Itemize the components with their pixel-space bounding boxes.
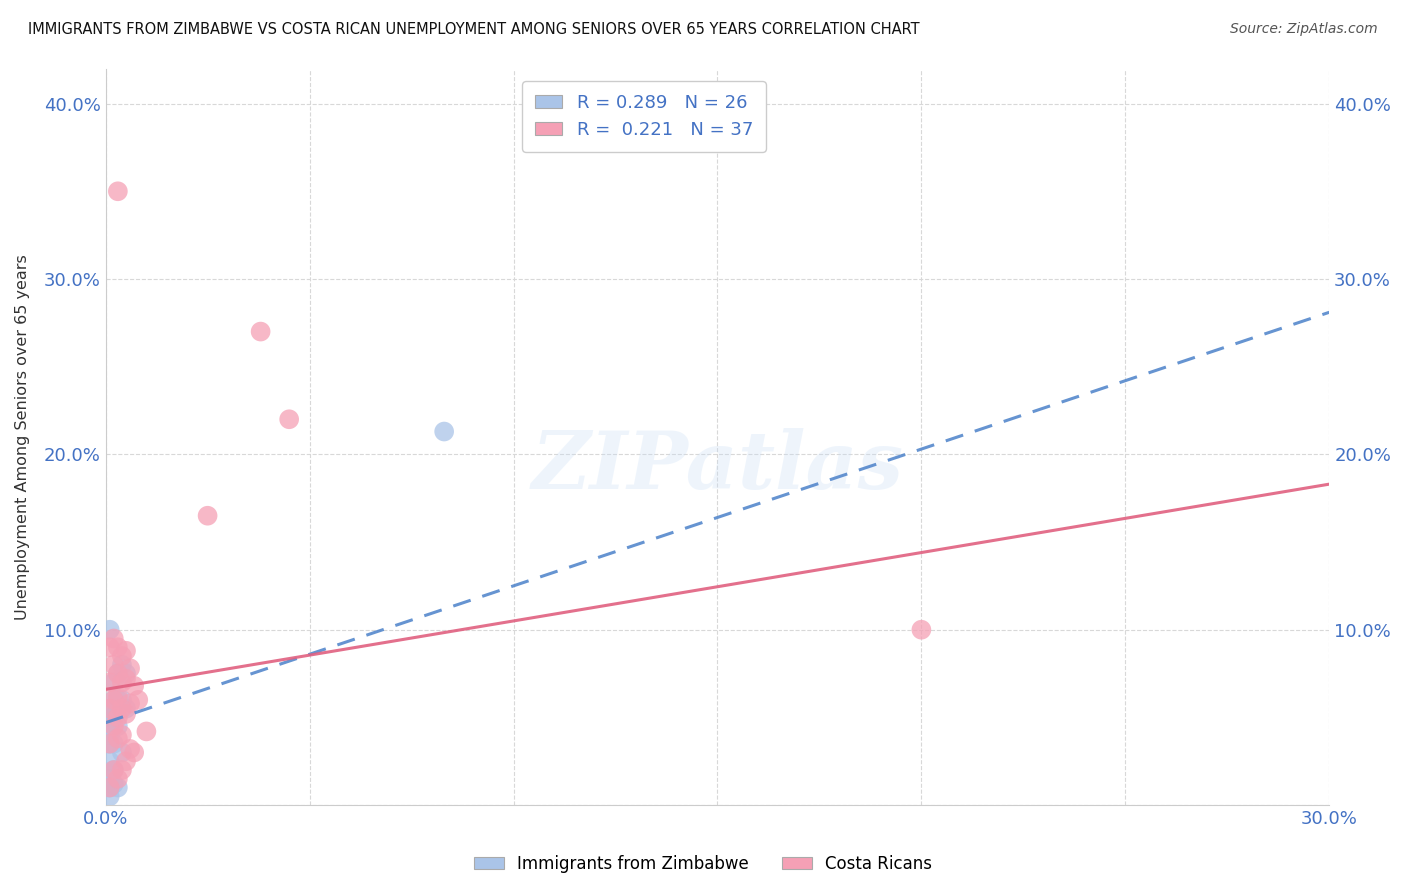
Point <box>115 644 138 658</box>
Point <box>107 719 129 733</box>
Point <box>111 701 134 715</box>
Point <box>103 763 125 777</box>
Point <box>910 623 932 637</box>
Point <box>103 693 125 707</box>
Point <box>115 672 138 686</box>
Point <box>103 632 125 646</box>
Point <box>433 425 456 439</box>
Point <box>115 701 138 715</box>
Text: IMMIGRANTS FROM ZIMBABWE VS COSTA RICAN UNEMPLOYMENT AMONG SENIORS OVER 65 YEARS: IMMIGRANTS FROM ZIMBABWE VS COSTA RICAN … <box>28 22 920 37</box>
Point <box>278 412 301 426</box>
Point <box>98 754 121 768</box>
Point <box>111 675 134 690</box>
Point <box>98 789 121 804</box>
Point <box>98 719 121 733</box>
Point <box>249 325 271 339</box>
Point <box>111 648 134 663</box>
Legend: R = 0.289   N = 26, R =  0.221   N = 37: R = 0.289 N = 26, R = 0.221 N = 37 <box>523 81 766 152</box>
Point <box>98 710 121 724</box>
Point <box>111 763 134 777</box>
Point <box>111 746 134 760</box>
Point <box>115 666 138 681</box>
Point <box>107 710 129 724</box>
Point <box>197 508 219 523</box>
Point <box>98 737 121 751</box>
Point <box>122 679 145 693</box>
Point <box>103 763 125 777</box>
Point <box>107 772 129 786</box>
Point <box>107 666 129 681</box>
Point <box>98 701 121 715</box>
Point <box>103 710 125 724</box>
Point <box>107 666 129 681</box>
Point <box>107 731 129 746</box>
Point <box>98 737 121 751</box>
Legend: Immigrants from Zimbabwe, Costa Ricans: Immigrants from Zimbabwe, Costa Ricans <box>467 848 939 880</box>
Point <box>120 697 142 711</box>
Point <box>120 661 142 675</box>
Point <box>127 693 149 707</box>
Point <box>98 675 121 690</box>
Point <box>107 693 129 707</box>
Point <box>107 640 129 655</box>
Point <box>98 640 121 655</box>
Point <box>107 690 129 704</box>
Point <box>107 780 129 795</box>
Point <box>115 754 138 768</box>
Point <box>98 780 121 795</box>
Point <box>107 184 129 198</box>
Point <box>98 772 121 786</box>
Point <box>135 724 157 739</box>
Point <box>98 701 121 715</box>
Point <box>115 706 138 721</box>
Text: ZIPatlas: ZIPatlas <box>531 427 904 505</box>
Y-axis label: Unemployment Among Seniors over 65 years: Unemployment Among Seniors over 65 years <box>15 254 30 620</box>
Point <box>103 719 125 733</box>
Point <box>103 777 125 791</box>
Point <box>103 693 125 707</box>
Point <box>98 780 121 795</box>
Point <box>111 657 134 672</box>
Point <box>111 728 134 742</box>
Point <box>98 728 121 742</box>
Point <box>120 742 142 756</box>
Point <box>98 623 121 637</box>
Point <box>103 657 125 672</box>
Text: Source: ZipAtlas.com: Source: ZipAtlas.com <box>1230 22 1378 37</box>
Point <box>103 737 125 751</box>
Point <box>122 746 145 760</box>
Point <box>111 693 134 707</box>
Point <box>103 675 125 690</box>
